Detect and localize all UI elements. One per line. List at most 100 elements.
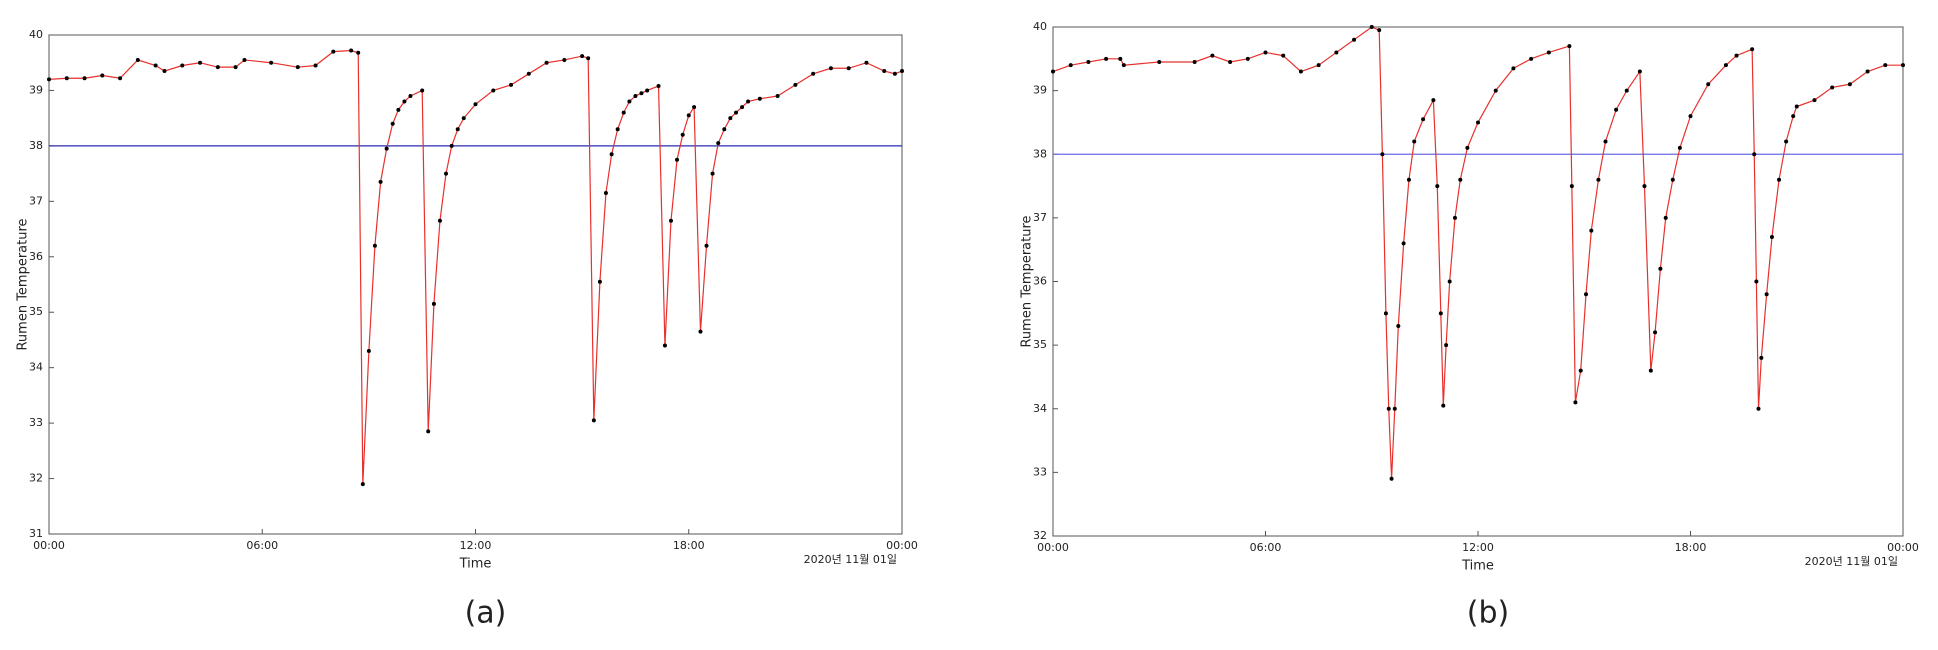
data-point bbox=[716, 141, 721, 146]
data-point bbox=[864, 60, 869, 65]
y-tick-label: 39 bbox=[29, 83, 43, 96]
data-point bbox=[1670, 177, 1675, 182]
data-point bbox=[1386, 406, 1391, 411]
data-point bbox=[153, 63, 158, 68]
data-point bbox=[1584, 292, 1589, 297]
data-point bbox=[426, 429, 431, 434]
data-point bbox=[734, 110, 739, 115]
data-point bbox=[1118, 56, 1123, 61]
data-point bbox=[437, 218, 442, 223]
x-tick-label: 12:00 bbox=[1462, 541, 1494, 554]
data-point bbox=[100, 73, 105, 78]
data-point bbox=[775, 93, 780, 98]
panel: 31 32 33 34 35 36 37 38 39 40 00:00 06:00 12:00 18:00… bbox=[16, 28, 918, 631]
data-point bbox=[1589, 228, 1594, 233]
data-point bbox=[656, 84, 661, 89]
data-point bbox=[1493, 88, 1498, 93]
data-point bbox=[313, 63, 318, 68]
y-tick-label: 36 bbox=[1033, 275, 1047, 288]
data-point bbox=[1210, 53, 1215, 58]
data-point bbox=[1529, 56, 1534, 61]
series-line bbox=[1052, 26, 1903, 479]
data-point bbox=[1883, 63, 1888, 68]
y-tick-label: 32 bbox=[1033, 529, 1047, 542]
x-tick-label: 06:00 bbox=[1250, 541, 1282, 554]
date-label: 2020년 11월 01일 bbox=[804, 552, 897, 566]
data-point bbox=[1901, 63, 1905, 68]
data-point bbox=[1569, 184, 1574, 189]
data-point bbox=[1511, 66, 1516, 71]
data-point bbox=[1441, 403, 1446, 408]
data-point bbox=[162, 69, 167, 74]
data-point bbox=[1245, 56, 1250, 61]
data-point bbox=[757, 96, 762, 101]
data-point bbox=[1435, 184, 1440, 189]
data-point bbox=[1377, 28, 1382, 33]
data-point bbox=[269, 60, 274, 65]
data-point bbox=[526, 71, 531, 76]
data-point bbox=[597, 279, 602, 284]
data-point bbox=[1369, 25, 1374, 29]
data-point bbox=[82, 76, 87, 81]
y-tick-label: 32 bbox=[29, 472, 43, 485]
data-point bbox=[1752, 152, 1757, 157]
data-point bbox=[402, 99, 407, 104]
data-point bbox=[1677, 145, 1682, 150]
data-point bbox=[1812, 98, 1817, 103]
data-point bbox=[1389, 476, 1394, 481]
data-point bbox=[892, 71, 897, 76]
data-point bbox=[704, 243, 709, 248]
data-point bbox=[627, 99, 632, 104]
y-axis-label: Rumen Temperature bbox=[16, 218, 31, 350]
y-tick-label: 33 bbox=[29, 416, 43, 429]
panel-caption: (a) bbox=[465, 596, 507, 631]
data-point bbox=[431, 301, 436, 306]
y-tick-label: 33 bbox=[1033, 465, 1047, 478]
plot-frame bbox=[48, 34, 903, 535]
data-point bbox=[444, 171, 449, 176]
data-point bbox=[1764, 292, 1769, 297]
y-tick-label: 31 bbox=[29, 527, 43, 540]
data-point bbox=[473, 102, 478, 107]
y-tick-label: 40 bbox=[1033, 20, 1047, 33]
data-point bbox=[1352, 37, 1357, 42]
x-tick-label: 18:00 bbox=[673, 539, 705, 552]
data-point bbox=[1688, 114, 1693, 119]
data-point bbox=[408, 93, 413, 98]
data-point bbox=[680, 132, 685, 137]
data-point bbox=[1578, 368, 1583, 373]
data-point bbox=[562, 57, 567, 62]
x-tick-label: 00:00 bbox=[1887, 541, 1919, 554]
data-point bbox=[639, 91, 644, 96]
data-point bbox=[662, 343, 667, 348]
y-tick-label: 39 bbox=[1033, 84, 1047, 97]
data-point bbox=[180, 63, 185, 68]
data-point bbox=[1791, 114, 1796, 119]
data-point bbox=[1754, 279, 1759, 284]
data-point bbox=[1228, 59, 1233, 64]
data-point bbox=[1847, 82, 1852, 87]
data-point bbox=[1546, 50, 1551, 55]
data-point bbox=[698, 329, 703, 334]
data-point bbox=[1648, 368, 1653, 373]
data-point bbox=[1759, 355, 1764, 360]
data-point bbox=[846, 66, 851, 71]
data-point bbox=[135, 57, 140, 62]
data-point bbox=[728, 116, 733, 121]
data-point bbox=[675, 157, 680, 162]
y-tick-label: 35 bbox=[1033, 338, 1047, 351]
data-point bbox=[1663, 215, 1668, 220]
data-point bbox=[746, 99, 751, 104]
data-point bbox=[882, 69, 887, 74]
data-point bbox=[686, 113, 691, 118]
data-point bbox=[1865, 69, 1870, 74]
data-point bbox=[1750, 47, 1755, 52]
x-tick-label: 00:00 bbox=[33, 539, 65, 552]
data-point bbox=[1068, 63, 1073, 68]
data-point bbox=[1392, 406, 1397, 411]
data-point bbox=[811, 71, 816, 76]
data-point bbox=[295, 65, 300, 70]
data-point bbox=[1603, 139, 1608, 144]
panel: 32 33 34 35 36 37 38 39 40 00:00 06:00 12:00 18:00 00… bbox=[1020, 20, 1919, 631]
y-tick-label: 36 bbox=[29, 250, 43, 263]
